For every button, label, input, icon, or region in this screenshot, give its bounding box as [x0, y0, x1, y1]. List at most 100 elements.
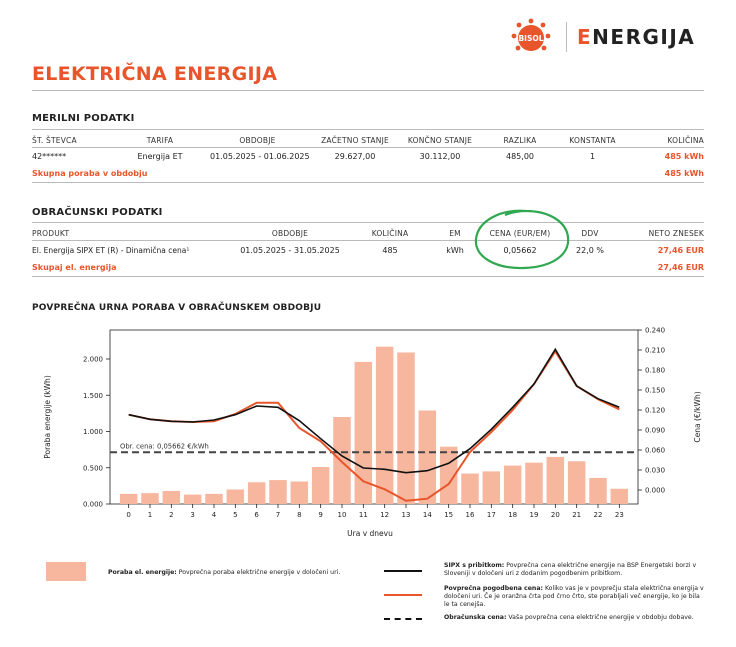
x-tick-label: 5 [233, 511, 237, 519]
billing-header-net: NETO ZNESEK [648, 229, 704, 238]
legend-swatch-bar [46, 562, 86, 581]
y2-tick-label: 0.060 [645, 447, 665, 455]
bar-hour-18 [503, 465, 522, 504]
bar-hour-7 [269, 480, 287, 504]
billing-header-vat: DDV [581, 229, 599, 238]
series-line-sipx [128, 347, 620, 474]
bar-hour-16 [461, 473, 479, 504]
x-tick-label: 19 [530, 511, 539, 519]
meter-header-diff: RAZLIKA [503, 136, 537, 145]
meter-cell-period: 01.05.2025 - 01.06.2025 [210, 152, 310, 161]
billing-header-period: OBDOBJE [271, 229, 309, 238]
meter-header-start: ZAČETNO STANJE [321, 136, 389, 145]
x-tick-label: 20 [551, 511, 560, 519]
legend-bar-title: Poraba el. energije: [108, 569, 177, 576]
y2-axis-label: Cena (€/kWh) [693, 391, 702, 442]
meter-header-period: OBDOBJE [239, 136, 276, 145]
y2-tick-label: 0.210 [645, 347, 665, 355]
legend-item-sipx: SIPX s pribitkom: Povprečna cena elektri… [444, 562, 706, 578]
legend-contract-title: Povprečna pogodbena cena: [444, 585, 543, 592]
legend-bar-text: Povprečna poraba električne energije v d… [178, 569, 341, 576]
x-tick-label: 8 [297, 511, 301, 519]
y2-tick-label: 0.120 [645, 407, 665, 415]
bar-hour-6 [247, 482, 266, 504]
billing-header-qty: KOLIČINA [371, 229, 409, 238]
reference-line-label: Obr. cena: 0,05662 €/kWh [120, 442, 209, 450]
y-tick-label: 0.500 [83, 464, 103, 472]
x-tick-label: 18 [508, 511, 517, 519]
energija-logo: ENERGIJA [577, 25, 696, 49]
billing-cell-unit: kWh [446, 246, 464, 255]
bar-hour-19 [525, 462, 543, 504]
legend-sipx-text: Povprečna cena električne energije na BS… [444, 562, 697, 578]
legend-sipx-title: SIPX s pribitkom: [444, 562, 505, 569]
meter-cell-diff: 485,00 [506, 152, 534, 161]
y-tick-label: 0.000 [83, 501, 103, 509]
meter-cell-qty: 485 kWh [664, 152, 704, 161]
bar-hour-8 [290, 481, 309, 504]
meter-top-rule [32, 129, 704, 130]
legend-swatch-contract [384, 594, 422, 596]
x-tick-label: 11 [359, 511, 368, 519]
bar-hour-12 [375, 346, 394, 504]
meter-bottom-rule [32, 182, 704, 183]
bar-hour-17 [482, 471, 501, 504]
legend-swatch-sipx [384, 570, 422, 572]
meter-header-rule [32, 147, 704, 148]
meter-header-meter-no: ŠT. ŠTEVCA [32, 136, 77, 145]
price-annotation-circle [474, 209, 570, 270]
billing-header-price: CENA (EUR/EM) [489, 229, 551, 238]
meter-cell-tariff: Energija ET [137, 152, 183, 161]
billing-top-rule [32, 222, 704, 223]
bar-hour-4 [205, 493, 223, 504]
y-tick-label: 1.000 [83, 428, 103, 436]
bar-hour-14 [418, 410, 437, 504]
legend-contract-text: Koliko vas je v povprečju stala električ… [444, 585, 704, 609]
meter-header-constant: KONSTANTA [569, 136, 616, 145]
billing-header-unit: EM [449, 229, 461, 238]
x-tick-label: 21 [572, 511, 581, 519]
bar-hour-5 [226, 489, 245, 504]
bar-hour-23 [610, 488, 629, 504]
x-tick-label: 1 [148, 511, 152, 519]
x-tick-label: 9 [318, 511, 322, 519]
billing-total-label: Skupaj el. energija [32, 263, 117, 272]
brand-name: NERGIJA [592, 25, 696, 49]
page-title: ELEKTRIČNA ENERGIJA [32, 63, 278, 85]
billing-section-title: OBRAČUNSKI PODATKI [32, 207, 163, 218]
x-tick-label: 12 [380, 511, 389, 519]
x-tick-label: 0 [126, 511, 130, 519]
meter-total-label: Skupna poraba v obdobju [32, 169, 148, 178]
y2-tick-label: 0.240 [645, 327, 665, 335]
y2-tick-label: 0.180 [645, 367, 665, 375]
legend-item-contract: Povprečna pogodbena cena: Koliko vas je … [444, 585, 706, 609]
bar-hour-22 [589, 477, 607, 504]
bar-hour-13 [397, 352, 415, 504]
legend-billing-text: Vaša povprečna cena električne energije … [508, 614, 694, 621]
x-tick-label: 4 [212, 511, 217, 519]
consumption-price-chart: Obr. cena: 0,05662 €/kWh 0.000 0.500 1.000… [43, 327, 702, 539]
billing-header-product: PRODUKT [32, 229, 70, 238]
meter-header-tariff: TARIFA [146, 136, 174, 145]
chart-section-title: POVPREČNA URNA PORABA V OBRAČUNSKEM OBDO… [32, 303, 322, 313]
x-tick-label: 14 [423, 511, 432, 519]
legend-item-billing: Obračunska cena: Vaša povprečna cena ele… [444, 614, 706, 622]
y-tick-label: 1.500 [83, 392, 103, 400]
billing-total-value: 27,46 EUR [657, 263, 704, 272]
y2-tick-label: 0.090 [645, 427, 665, 435]
legend-item-bar: Poraba el. energije: Povprečna poraba el… [108, 569, 368, 577]
meter-total-value: 485 kWh [664, 169, 704, 178]
y-axis-label: Poraba energije (kWh) [43, 375, 52, 459]
x-tick-label: 7 [276, 511, 280, 519]
meter-cell-end: 30.112,00 [419, 152, 461, 161]
x-tick-label: 22 [594, 511, 603, 519]
billing-cell-product: El. Energija SIPX ET (R) - Dinamična cen… [32, 246, 190, 255]
bisol-logo-text: BISOL [518, 34, 543, 43]
y2-tick-label: 0.030 [645, 467, 665, 475]
bar-hour-2 [162, 490, 181, 504]
x-tick-label: 3 [190, 511, 194, 519]
x-tick-label: 17 [487, 511, 496, 519]
meter-cell-meter-no: 42****** [32, 152, 67, 161]
billing-cell-net: 27,46 EUR [657, 246, 704, 255]
bar-hour-0 [119, 493, 138, 504]
